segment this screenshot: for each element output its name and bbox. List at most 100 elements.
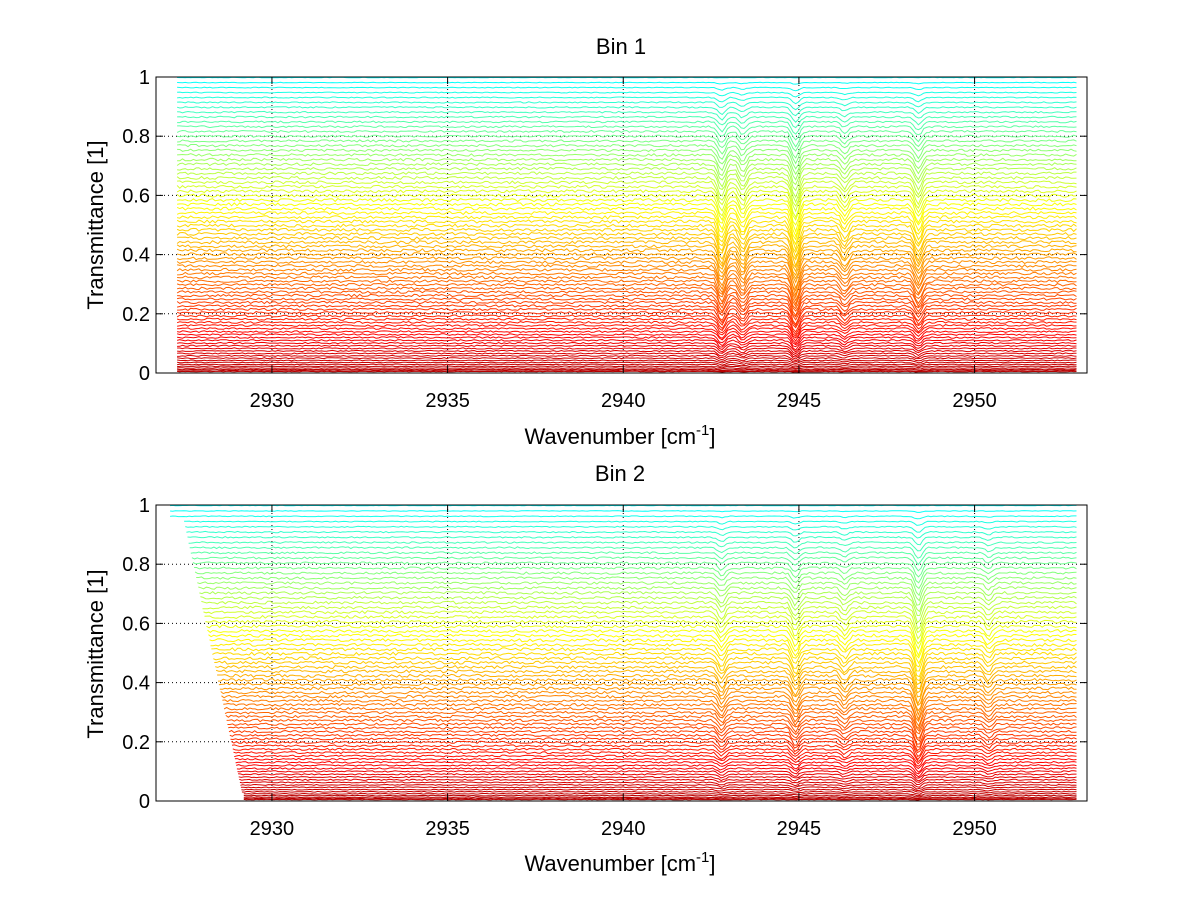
spectrum-line: [177, 368, 1077, 372]
spectrum-line: [176, 106, 1077, 117]
spectrum-line: [236, 767, 1077, 778]
spectrum-line: [176, 175, 1077, 204]
spectrum-line: [217, 677, 1077, 706]
spectrum-line: [177, 324, 1077, 339]
y-tick-label: 0.2: [122, 304, 150, 326]
chart-title: Bin 2: [595, 461, 645, 486]
spectrum-line: [177, 347, 1077, 357]
tick-group: 2930 2935 2940 2945 2950 0 0.2 0.4 0.6 0.8 1: [122, 67, 1087, 412]
spectrum-line: [243, 798, 1077, 801]
y-tick-label: 0.4: [122, 245, 150, 267]
spectrum-line: [176, 317, 1077, 336]
spectrum-line: [177, 369, 1077, 372]
x-axis-label-main: Wavenumber [cm: [524, 424, 696, 449]
spectrum-line: [222, 698, 1077, 723]
spectrum-line: [196, 576, 1077, 597]
x-axis-label: Wavenumber [cm-1]: [524, 849, 715, 876]
spectrum-line: [177, 357, 1077, 363]
spectrum-line: [223, 702, 1077, 727]
x-tick-label: 2940: [601, 818, 646, 840]
spectrum-line: [235, 760, 1077, 773]
spectrum-line: [176, 290, 1077, 312]
spectrum-line: [176, 248, 1077, 277]
spectrum-line: [177, 341, 1077, 353]
spectrum-line: [230, 737, 1077, 754]
plot-frame: [155, 504, 1088, 802]
x-axis-label-superscript: -1: [696, 849, 709, 866]
x-tick-label: 2945: [777, 818, 822, 840]
spectrum-line: [243, 797, 1077, 800]
spectrum-line: [209, 638, 1077, 665]
x-tick-label: 2930: [250, 390, 295, 412]
spectrum-line: [177, 166, 1077, 192]
spectrum-line: [177, 235, 1077, 268]
spectrum-line: [177, 139, 1077, 159]
spectrum-line: [176, 189, 1077, 219]
panel-bin-1: Bin 1 2930 2935 2940 2945 2950 0 0.2 0.4 0.6 0.8 1…: [83, 34, 1088, 449]
spectrum-line: [177, 293, 1077, 317]
spectrum-line: [234, 757, 1077, 770]
spectrum-line: [194, 566, 1077, 584]
spectrum-line: [177, 153, 1077, 176]
panel-bin-2: Bin 2 2930 2935 2940 2945 2950 0 0.2 0.4 0.6 0.8 1…: [83, 461, 1088, 876]
spectrum-line: [176, 223, 1077, 254]
spectrum-line: [203, 610, 1077, 634]
x-axis-label-superscript: -1: [696, 422, 709, 439]
y-tick-label: 1: [139, 495, 150, 517]
spectrum-line: [177, 275, 1077, 302]
spectrum-line: [176, 244, 1077, 273]
x-axis-label-end: ]: [709, 851, 715, 876]
spectrum-line: [176, 363, 1077, 368]
spectrum-line: [212, 651, 1077, 678]
spectrum-line: [223, 706, 1077, 730]
spectrum-line: [177, 349, 1077, 358]
spectrum-line: [177, 327, 1077, 343]
spectrum-line: [225, 714, 1077, 735]
spectrum-line: [237, 770, 1077, 779]
spectrum-line: [177, 101, 1077, 111]
spectrum-line: [243, 792, 1077, 797]
spectrum-line: [177, 120, 1077, 135]
spectrum-line: [218, 682, 1077, 707]
spectrum-line: [211, 647, 1077, 672]
spectrum-line: [219, 686, 1077, 712]
spectrum-line: [207, 629, 1077, 657]
x-tick-label: 2935: [425, 390, 470, 412]
spectrum-line: [177, 86, 1077, 92]
spectrum-line: [177, 361, 1077, 366]
spectrum-line: [177, 344, 1077, 355]
spectrum-line: [191, 556, 1077, 572]
spectrum-line: [176, 184, 1077, 213]
y-tick-label: 0.2: [122, 732, 150, 754]
spectrum-line: [176, 282, 1077, 308]
spectrum-line: [177, 336, 1077, 348]
x-tick-label: 2930: [250, 818, 295, 840]
tick-group: 2930 2935 2940 2945 2950 0 0.2 0.4 0.6 0.8 1: [122, 495, 1087, 840]
spectrum-line: [231, 744, 1077, 761]
spectrum-line: [176, 286, 1077, 310]
x-tick-label: 2940: [601, 390, 646, 412]
spectrum-line: [187, 536, 1077, 546]
spectrum-line: [176, 263, 1077, 292]
spectrum-line: [177, 197, 1077, 226]
spectrum-line: [177, 157, 1077, 181]
spectrum-line: [177, 359, 1077, 365]
spectrum-line: [240, 786, 1077, 792]
spectrum-line: [177, 297, 1077, 318]
spectrum-line: [176, 171, 1077, 199]
spectrum-line: [232, 747, 1077, 763]
spectrum-line: [177, 180, 1077, 207]
spectrum-line: [220, 690, 1077, 716]
spectrum-line: [177, 115, 1077, 129]
spectrum-line: [243, 794, 1077, 798]
spectrum-line: [214, 660, 1077, 686]
x-axis-label: Wavenumber [cm-1]: [524, 422, 715, 449]
spectrum-line: [176, 300, 1077, 321]
spectrum-line: [177, 271, 1077, 299]
spectrum-line: [170, 515, 1077, 520]
x-tick-label: 2945: [777, 390, 822, 412]
spectrum-line: [177, 91, 1077, 98]
spectrum-line: [238, 773, 1077, 782]
spectrum-line: [185, 525, 1077, 533]
spectrum-line: [206, 624, 1077, 650]
